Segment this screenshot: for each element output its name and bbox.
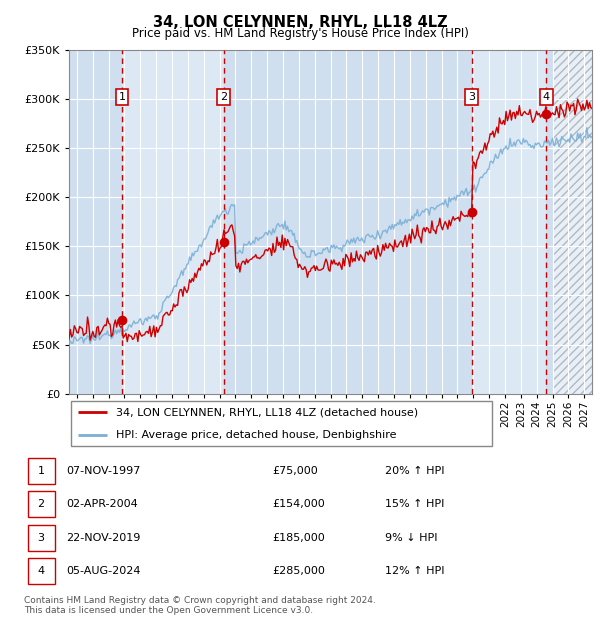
Text: Price paid vs. HM Land Registry's House Price Index (HPI): Price paid vs. HM Land Registry's House … [131,27,469,40]
Text: 1: 1 [119,92,125,102]
Text: 12% ↑ HPI: 12% ↑ HPI [385,566,445,576]
Text: 2: 2 [37,499,44,509]
Text: HPI: Average price, detached house, Denbighshire: HPI: Average price, detached house, Denb… [116,430,397,440]
Bar [224,50,472,394]
Text: 15% ↑ HPI: 15% ↑ HPI [385,499,445,509]
Text: 1: 1 [37,466,44,476]
FancyBboxPatch shape [71,401,492,446]
FancyBboxPatch shape [28,558,55,584]
Bar [69,50,122,394]
Text: 4: 4 [542,92,550,102]
FancyBboxPatch shape [28,491,55,517]
FancyBboxPatch shape [28,458,55,484]
Text: 9% ↓ HPI: 9% ↓ HPI [385,533,437,542]
Text: 3: 3 [468,92,475,102]
Text: £185,000: £185,000 [272,533,325,542]
Text: 2: 2 [220,92,227,102]
Bar [122,50,224,394]
Text: This data is licensed under the Open Government Licence v3.0.: This data is licensed under the Open Gov… [24,606,313,616]
FancyBboxPatch shape [28,525,55,551]
Text: 22-NOV-2019: 22-NOV-2019 [66,533,140,542]
Text: £154,000: £154,000 [272,499,325,509]
Text: 20% ↑ HPI: 20% ↑ HPI [385,466,445,476]
Text: 34, LON CELYNNEN, RHYL, LL18 4LZ: 34, LON CELYNNEN, RHYL, LL18 4LZ [152,15,448,30]
Bar [553,50,592,394]
Text: 02-APR-2004: 02-APR-2004 [66,499,138,509]
Text: 05-AUG-2024: 05-AUG-2024 [66,566,141,576]
Bar [472,50,546,394]
Text: £75,000: £75,000 [272,466,318,476]
Text: 4: 4 [37,566,44,576]
Text: Contains HM Land Registry data © Crown copyright and database right 2024.: Contains HM Land Registry data © Crown c… [24,596,376,606]
Text: 3: 3 [37,533,44,542]
Text: 34, LON CELYNNEN, RHYL, LL18 4LZ (detached house): 34, LON CELYNNEN, RHYL, LL18 4LZ (detach… [116,407,418,417]
Bar [553,50,592,394]
Text: £285,000: £285,000 [272,566,325,576]
Bar [546,50,553,394]
Text: 07-NOV-1997: 07-NOV-1997 [66,466,140,476]
